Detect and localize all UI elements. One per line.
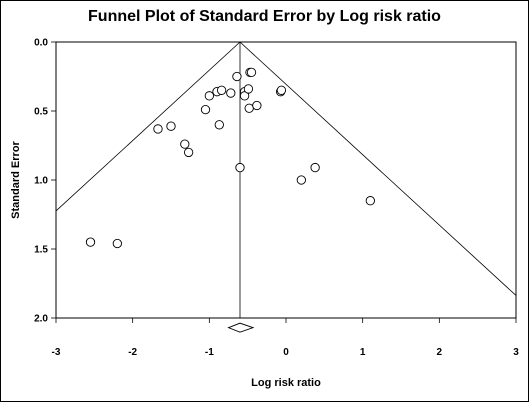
- study-point: [310, 162, 320, 173]
- y-tick-label: 0.5: [34, 107, 48, 118]
- study-point: [216, 85, 227, 95]
- study-point: [204, 91, 214, 101]
- x-tick-label: 1: [360, 347, 366, 358]
- study-point: [252, 100, 262, 111]
- study-point: [180, 139, 190, 149]
- funnel-limit-left: [55, 41, 241, 212]
- y-axis-ticks: 0.0 0.5 1.0 1.5 2.0: [34, 38, 56, 325]
- points-layer: [85, 67, 375, 249]
- study-point: [244, 103, 254, 113]
- study-point: [112, 238, 122, 249]
- x-axis-label: Log risk ratio: [251, 377, 321, 389]
- funnel-lines: [55, 41, 517, 296]
- x-tick-label: 3: [513, 347, 519, 358]
- y-tick-label: 1.0: [34, 176, 48, 187]
- funnel-limit-right: [239, 41, 517, 296]
- study-point: [235, 162, 245, 173]
- study-point: [365, 196, 375, 206]
- study-point: [296, 175, 306, 185]
- study-point: [276, 85, 287, 95]
- x-tick-label: 2: [437, 347, 443, 358]
- study-point: [214, 120, 224, 130]
- study-point: [153, 124, 163, 134]
- study-point: [243, 84, 254, 94]
- study-point: [183, 147, 194, 158]
- plot-area: [55, 41, 517, 319]
- y-tick-label: 2.0: [34, 314, 48, 325]
- chart-title: Funnel Plot of Standard Error by Log ris…: [88, 8, 441, 25]
- y-tick-label: 1.5: [34, 245, 48, 256]
- study-point: [200, 104, 211, 115]
- study-point: [239, 91, 250, 101]
- summary-diamond: [227, 322, 255, 333]
- y-axis-label: Standard Error: [10, 140, 22, 218]
- study-point: [226, 88, 236, 98]
- study-point: [166, 121, 176, 131]
- y-tick-label: 0.0: [34, 38, 48, 49]
- x-axis-ticks: -3 -2 -1 0 1 2 3: [52, 318, 519, 358]
- study-point: [246, 67, 257, 78]
- summary-layer: [227, 322, 255, 333]
- x-tick-label: 0: [283, 347, 289, 358]
- x-tick-label: -2: [128, 347, 137, 358]
- study-point: [232, 71, 242, 82]
- x-tick-label: -3: [52, 347, 61, 358]
- x-tick-label: -1: [205, 347, 214, 358]
- study-point: [85, 237, 96, 247]
